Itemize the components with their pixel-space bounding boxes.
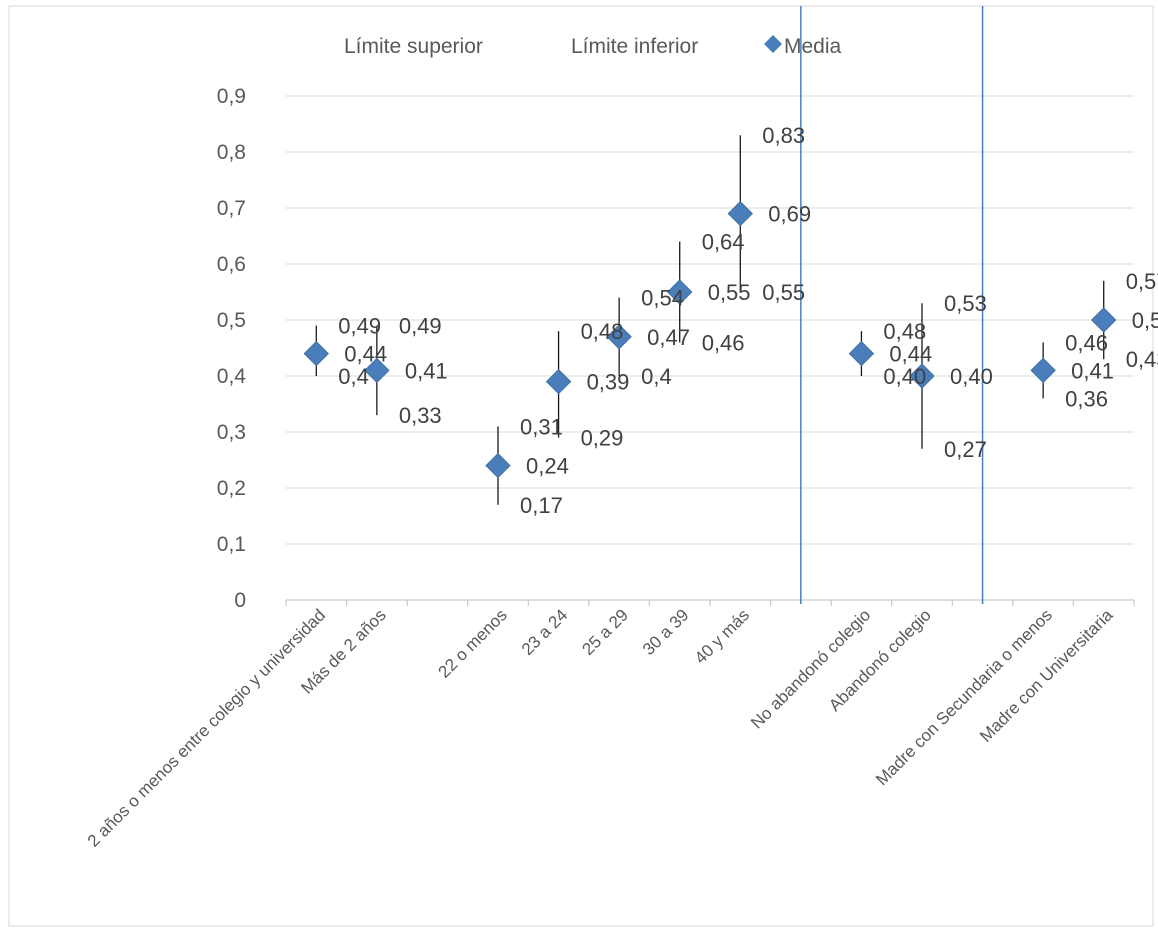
legend-item-upper: Límite superior — [344, 35, 483, 58]
data-labels: 0,490,440,40,490,410,33 0,310,240,170,480… — [338, 123, 1158, 518]
mean-data-label: 0,24 — [526, 454, 569, 479]
mean-marker — [1030, 357, 1056, 384]
upper-data-label: 0,31 — [520, 414, 563, 439]
upper-data-label: 0,53 — [944, 291, 987, 316]
y-tick-label: 0,4 — [217, 365, 247, 388]
y-tick-label: 0,7 — [217, 197, 246, 220]
lower-data-label: 0,36 — [1065, 386, 1108, 411]
upper-data-label: 0,54 — [641, 286, 684, 311]
lower-data-label: 0,4 — [641, 364, 672, 389]
mean-data-label: 0,50 — [1132, 308, 1158, 333]
y-tick-label: 0,3 — [217, 421, 246, 444]
mean-data-label: 0,41 — [1071, 358, 1114, 383]
mean-data-label: 0,44 — [889, 342, 932, 367]
mean-marker — [1091, 307, 1117, 333]
mean-marker — [364, 357, 390, 384]
y-axis-tick-labels: 0 0,1 0,2 0,3 0,4 0,5 0,6 0,7 0,8 0,9 — [217, 85, 247, 612]
upper-data-label: 0,49 — [399, 314, 442, 339]
legend-diamond-icon — [764, 35, 782, 53]
upper-data-label: 0,49 — [338, 314, 381, 339]
mean-data-label: 0,47 — [647, 325, 690, 350]
gridlines — [286, 95, 1134, 545]
lower-data-label: 0,33 — [399, 403, 442, 428]
mean-data-label: 0,39 — [587, 370, 630, 395]
upper-data-label: 0,64 — [702, 230, 745, 255]
upper-data-label: 0,83 — [762, 123, 805, 148]
lower-data-label: 0,29 — [581, 426, 624, 451]
mean-data-label: 0,40 — [950, 364, 993, 389]
y-tick-label: 0 — [234, 589, 246, 612]
upper-data-label: 0,46 — [1065, 330, 1108, 355]
mean-marker — [727, 200, 753, 227]
mean-marker — [909, 363, 935, 389]
y-tick-label: 0,9 — [217, 85, 246, 108]
mean-markers — [303, 200, 1117, 479]
y-tick-label: 0,1 — [217, 533, 246, 556]
lower-data-label: 0,40 — [883, 364, 926, 389]
mean-data-label: 0,41 — [405, 358, 448, 383]
mean-marker — [303, 340, 329, 367]
legend: Límite superior Límite inferior Media — [344, 35, 842, 58]
legend-item-lower: Límite inferior — [571, 35, 698, 58]
mean-data-label: 0,44 — [344, 342, 387, 367]
upper-data-label: 0,48 — [883, 319, 926, 344]
mean-marker — [848, 340, 875, 367]
upper-data-label: 0,57 — [1126, 269, 1158, 294]
y-tick-label: 0,2 — [217, 477, 246, 500]
lower-data-label: 0,55 — [762, 280, 805, 305]
lower-data-label: 0,27 — [944, 437, 987, 462]
lower-data-label: 0,43 — [1126, 347, 1158, 372]
y-tick-label: 0,6 — [217, 253, 246, 276]
group-separators — [800, 6, 984, 604]
chart-area-border — [8, 5, 1154, 927]
lower-data-label: 0,4 — [338, 364, 369, 389]
mean-marker — [485, 452, 511, 479]
upper-data-label: 0,48 — [581, 319, 624, 344]
mean-data-label: 0,69 — [768, 202, 811, 227]
y-tick-label: 0,8 — [217, 141, 246, 164]
mean-data-label: 0,55 — [708, 280, 751, 305]
mean-marker — [606, 324, 632, 350]
legend-item-mean: Media — [784, 35, 842, 58]
lower-data-label: 0,17 — [520, 493, 563, 518]
y-tick-label: 0,5 — [217, 309, 246, 332]
lower-data-label: 0,46 — [702, 330, 745, 355]
mean-marker — [667, 279, 693, 305]
mean-marker — [545, 368, 572, 395]
